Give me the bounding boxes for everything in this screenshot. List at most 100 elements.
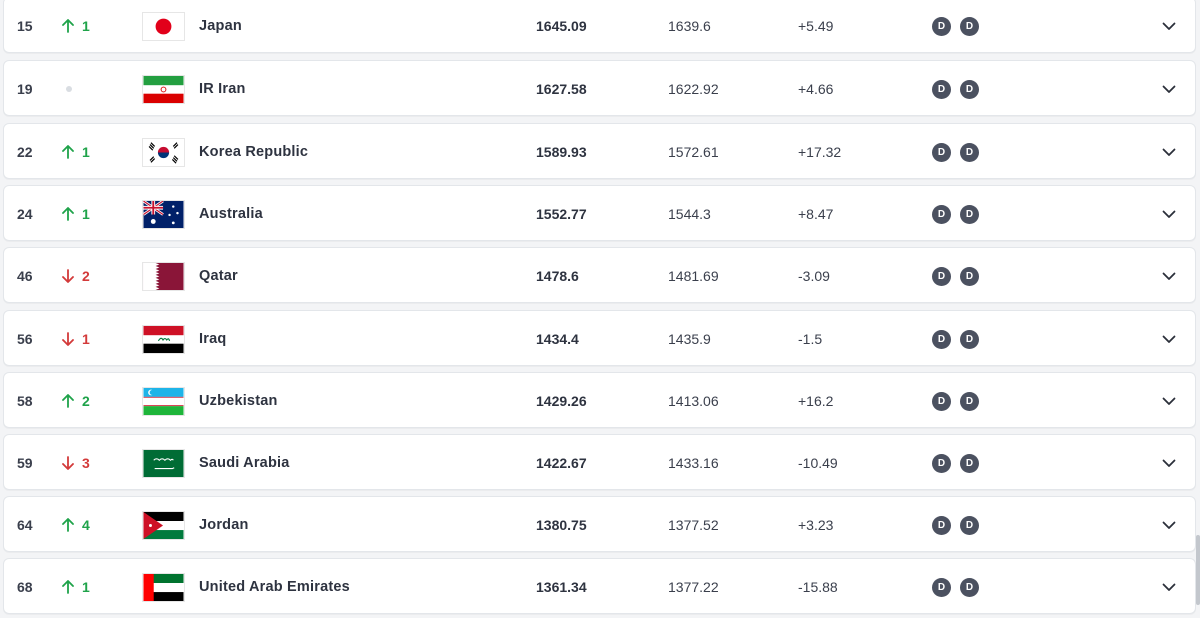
result-badges: D D	[932, 248, 1002, 304]
expand-button[interactable]	[1158, 186, 1180, 242]
total-points: 1552.77	[536, 206, 587, 222]
result-badge: D	[932, 204, 951, 224]
rank-movement: 3	[62, 435, 112, 491]
expand-button[interactable]	[1158, 311, 1180, 367]
result-badge: D	[960, 16, 979, 36]
table-row[interactable]: 56 1 Iraq 1434.4 1435.9 -1.5 D D	[3, 310, 1196, 366]
table-row[interactable]: 46 2 Qatar 1478.6 1481.69 -3.09 D D	[3, 247, 1196, 303]
japan-flag	[142, 11, 185, 41]
total-points: 1645.09	[536, 18, 587, 34]
previous-points: 1377.52	[668, 517, 719, 533]
points-change: +4.66	[798, 81, 834, 97]
expand-button[interactable]	[1158, 435, 1180, 491]
team-name[interactable]: Iraq	[199, 331, 227, 347]
previous-points: 1481.69	[668, 268, 719, 284]
chevron-down-icon	[1162, 397, 1176, 405]
qatar-flag	[142, 261, 185, 291]
expand-button[interactable]	[1158, 497, 1180, 553]
rank: 58	[17, 393, 33, 409]
points-change: +5.49	[798, 18, 834, 34]
expand-button[interactable]	[1158, 0, 1180, 54]
result-badge: D	[960, 266, 979, 286]
result-badge: D	[932, 515, 951, 535]
team-name[interactable]: Jordan	[199, 517, 249, 533]
table-row[interactable]: 24 1 Australia 1552.77 15	[3, 185, 1196, 241]
result-badges: D D	[932, 559, 1002, 615]
result-badge: D	[960, 79, 979, 99]
points-change: +3.23	[798, 517, 834, 533]
movement-value: 1	[82, 144, 90, 160]
chevron-down-icon	[1162, 521, 1176, 529]
rank: 56	[17, 331, 33, 347]
result-badge: D	[960, 204, 979, 224]
arrow-up-icon	[62, 207, 74, 221]
team-name[interactable]: United Arab Emirates	[199, 579, 350, 595]
expand-button[interactable]	[1158, 61, 1180, 117]
uzbekistan-flag	[142, 386, 185, 416]
total-points: 1478.6	[536, 268, 579, 284]
movement-value: 3	[82, 455, 90, 471]
points-change: +16.2	[798, 393, 834, 409]
total-points: 1422.67	[536, 455, 587, 471]
expand-button[interactable]	[1158, 248, 1180, 304]
result-badges: D D	[932, 435, 1002, 491]
rank-movement: 1	[62, 124, 112, 180]
team-name[interactable]: Uzbekistan	[199, 393, 278, 409]
chevron-down-icon	[1162, 459, 1176, 467]
no-change-dot-icon	[66, 86, 72, 92]
result-badge: D	[932, 329, 951, 349]
arrow-up-icon	[62, 580, 74, 594]
iran-flag	[142, 74, 185, 104]
result-badge: D	[932, 577, 951, 597]
total-points: 1434.4	[536, 331, 579, 347]
rank-movement: 1	[62, 0, 112, 54]
result-badge: D	[932, 142, 951, 162]
result-badge: D	[960, 142, 979, 162]
australia-flag	[142, 199, 185, 229]
scrollbar[interactable]	[1196, 535, 1200, 605]
movement-value: 4	[82, 517, 90, 533]
previous-points: 1435.9	[668, 331, 711, 347]
team-name[interactable]: Saudi Arabia	[199, 455, 290, 471]
table-row[interactable]: 59 3 Saudi Arabia 1422.67 1433.16 -10.49…	[3, 434, 1196, 490]
points-change: +17.32	[798, 144, 842, 160]
chevron-down-icon	[1162, 22, 1176, 30]
korea-republic-flag	[142, 137, 185, 167]
table-row[interactable]: 15 1 Japan 1645.09 1639.6 +5.49 D D	[3, 0, 1196, 53]
previous-points: 1639.6	[668, 18, 711, 34]
previous-points: 1572.61	[668, 144, 719, 160]
expand-button[interactable]	[1158, 124, 1180, 180]
expand-button[interactable]	[1158, 373, 1180, 429]
rank: 24	[17, 206, 33, 222]
result-badges: D D	[932, 311, 1002, 367]
team-name[interactable]: Japan	[199, 18, 242, 34]
result-badge: D	[960, 329, 979, 349]
total-points: 1627.58	[536, 81, 587, 97]
result-badges: D D	[932, 0, 1002, 54]
rank-movement: 4	[62, 497, 112, 553]
result-badge: D	[932, 79, 951, 99]
expand-button[interactable]	[1158, 559, 1180, 615]
team-name[interactable]: Qatar	[199, 268, 238, 284]
result-badge: D	[932, 266, 951, 286]
team-name[interactable]: Australia	[199, 206, 263, 222]
table-row[interactable]: 58 2 Uzbekistan 1429.26 1413.06 +16.2 D …	[3, 372, 1196, 428]
previous-points: 1544.3	[668, 206, 711, 222]
result-badge: D	[932, 16, 951, 36]
movement-value: 2	[82, 268, 90, 284]
team-name[interactable]: Korea Republic	[199, 144, 309, 160]
table-row[interactable]: 68 1 United Arab Emirates 1361.34 1377.2…	[3, 558, 1196, 614]
points-change: -10.49	[798, 455, 838, 471]
team-name[interactable]: IR Iran	[199, 81, 246, 97]
rank-movement: 1	[62, 311, 112, 367]
result-badges: D D	[932, 186, 1002, 242]
saudi-arabia-flag	[142, 448, 185, 478]
table-row[interactable]: 19 IR Iran 1627.58 1622.92 +4.66 D D	[3, 60, 1196, 116]
movement-value: 1	[82, 331, 90, 347]
table-row[interactable]: 64 4 Jordan 1380.75 1377.52 +3.23 D D	[3, 496, 1196, 552]
movement-value: 1	[82, 18, 90, 34]
table-row[interactable]: 22 1 Korea Republic 1589.93 1572.61 +17.…	[3, 123, 1196, 179]
chevron-down-icon	[1162, 148, 1176, 156]
rank-movement: 1	[62, 559, 112, 615]
